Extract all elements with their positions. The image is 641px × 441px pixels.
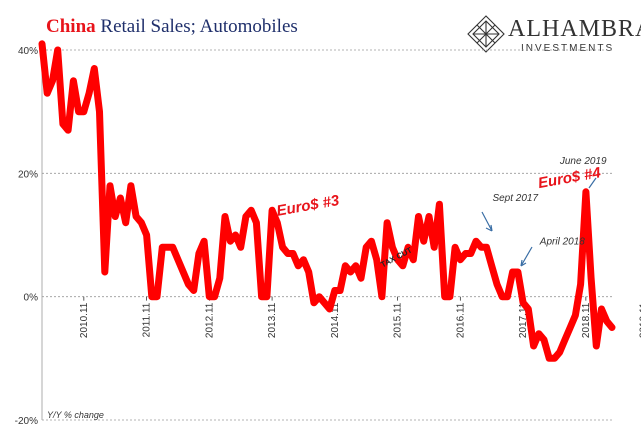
chart-title-rest: Retail Sales; Automobiles	[95, 16, 298, 37]
annotation-arrow-june-2019	[588, 177, 597, 189]
y-tick-label: 20%	[18, 169, 38, 180]
y-tick-label: -20%	[15, 416, 38, 427]
y-axis: 40% 20% 0% -20%	[15, 46, 38, 427]
y-tick-label: 40%	[18, 46, 38, 57]
annotation-arrow-sept-2017	[481, 211, 493, 232]
x-tick-label: 2019.11	[638, 302, 641, 338]
x-tick-label: 2010.11	[79, 302, 90, 338]
brand-logo: ALHAMBRA INVESTMENTS	[466, 14, 641, 54]
x-tick-label: 2018.11	[581, 302, 592, 338]
x-axis: 2010.11 2011.11 2012.11 2013.11 2014.11 2015.…	[79, 296, 641, 338]
annotation-arrow-april-2018	[520, 246, 533, 267]
annotation-label: Euro$ #4	[537, 164, 603, 192]
x-tick-label: 2011.11	[142, 302, 153, 337]
brand-subtitle: INVESTMENTS	[521, 43, 615, 54]
chart-title: China Retail Sales; Automobiles	[46, 16, 298, 38]
annotation-label: June 2019	[559, 156, 607, 167]
y-tick-label: 0%	[24, 293, 39, 304]
annotation-label: Sept 2017	[492, 193, 538, 204]
x-tick-label: 2016.11	[455, 302, 466, 338]
x-tick-label: 2015.11	[393, 302, 404, 338]
y-axis-label: Y/Y % change	[47, 410, 104, 420]
chart-title-lead: China	[46, 16, 96, 37]
x-tick-label: 2012.11	[204, 302, 215, 338]
series-line	[38, 40, 616, 362]
x-tick-label: 2017.11	[518, 302, 529, 338]
x-tick-label: 2014.11	[330, 302, 341, 338]
diamond-lattice-icon	[467, 15, 505, 53]
annotation-label: April 2018	[539, 236, 585, 247]
brand-name: ALHAMBRA	[508, 16, 641, 42]
annotation-label: Euro$ #3	[275, 192, 341, 220]
x-tick-label: 2013.11	[267, 302, 278, 338]
grid-layer	[41, 49, 612, 421]
